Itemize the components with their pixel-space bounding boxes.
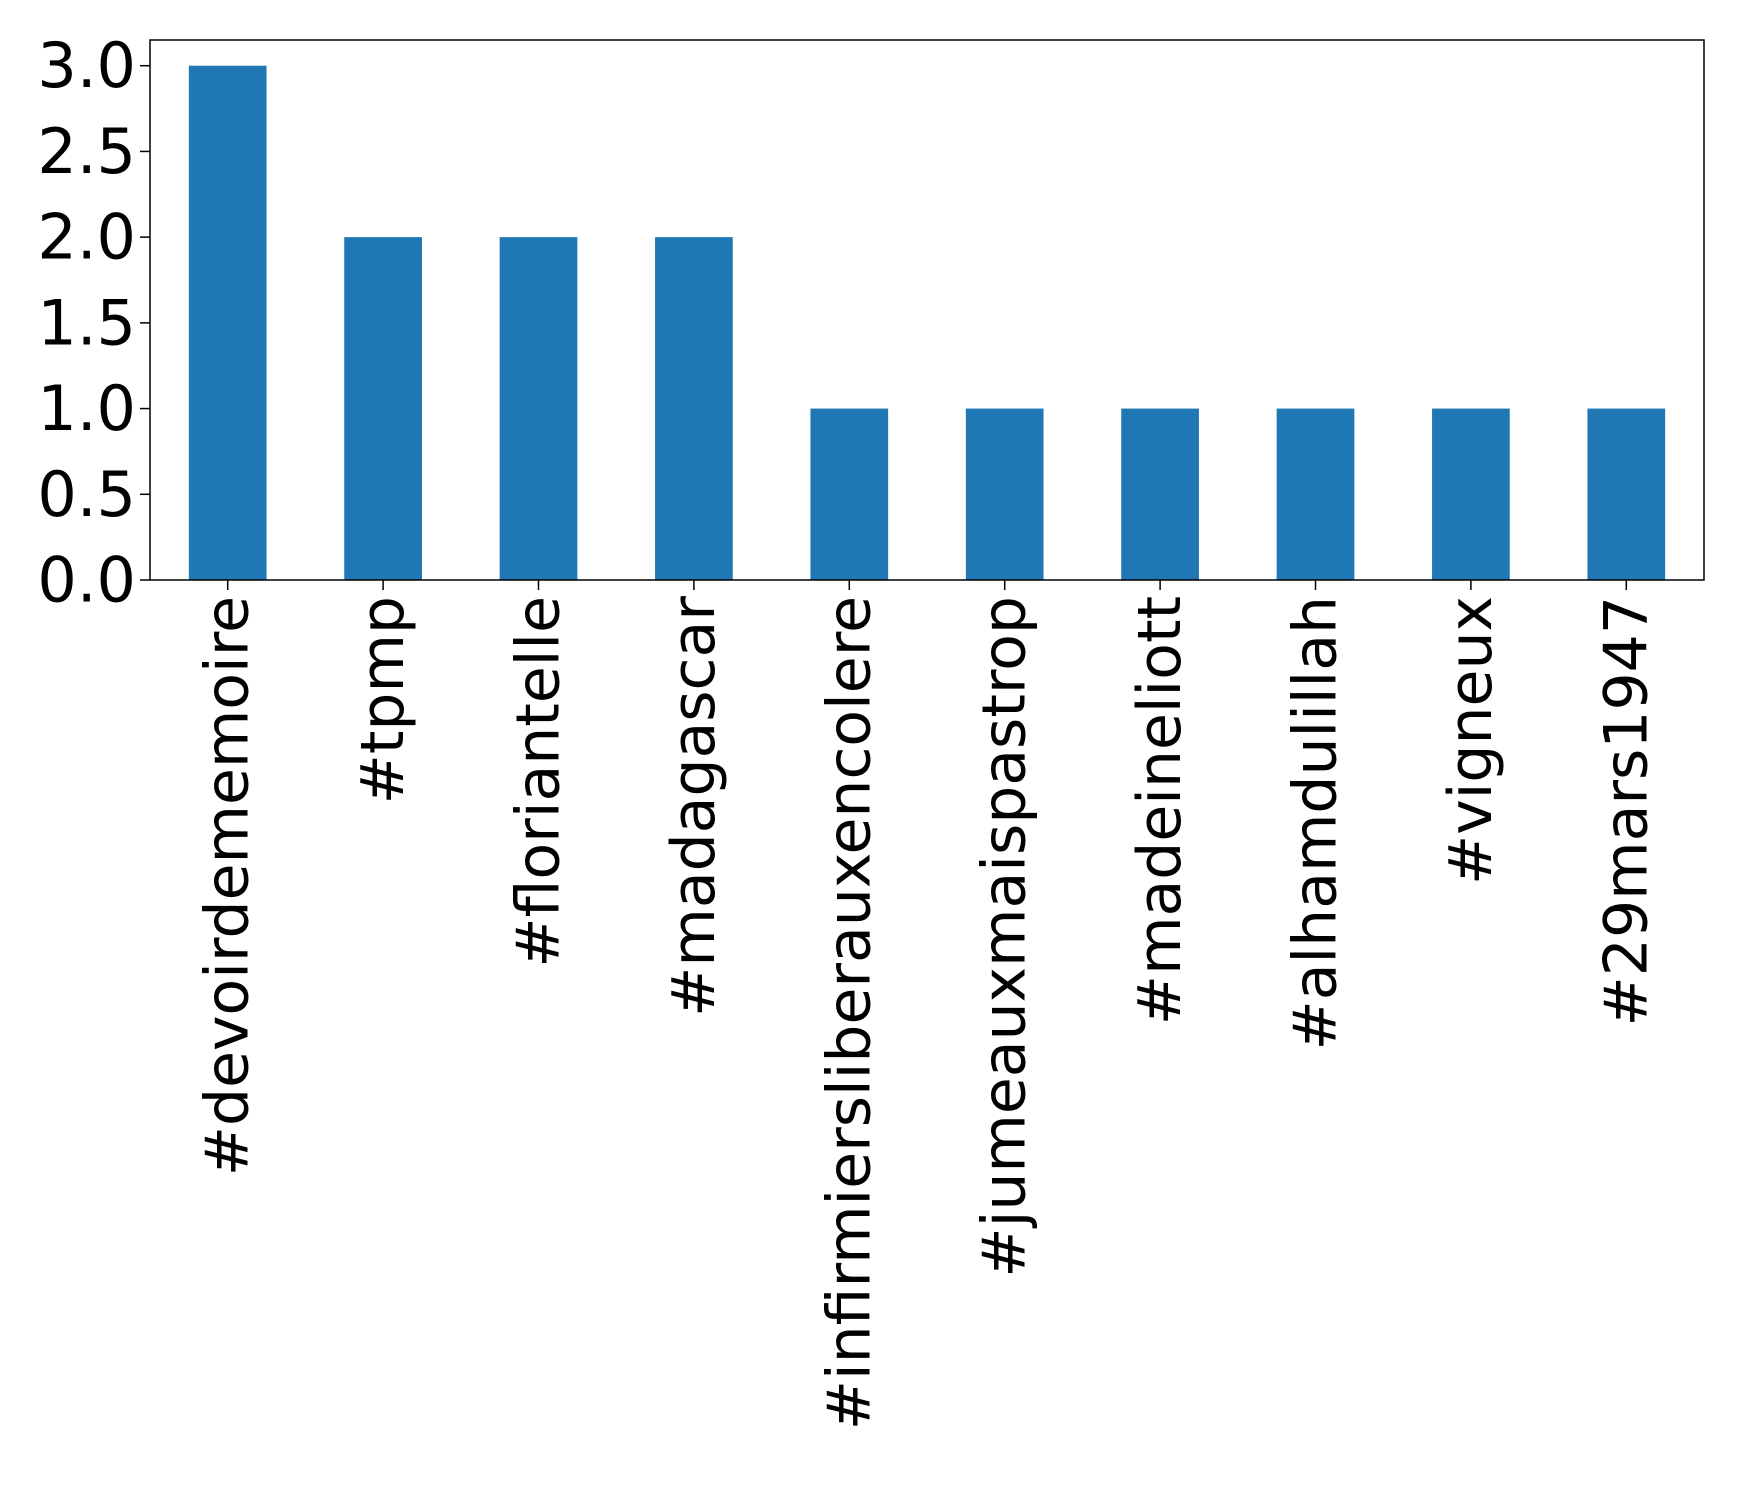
y-tick-label: 2.0 bbox=[37, 201, 136, 274]
x-tick-label: #devoirdememoire bbox=[193, 596, 263, 1176]
y-tick-label: 1.5 bbox=[37, 286, 136, 359]
x-tick-label: #vigneux bbox=[1436, 596, 1506, 885]
bar-29mars1947 bbox=[1587, 408, 1666, 580]
bar-infirmiersliberauxencolere bbox=[810, 408, 889, 580]
bar-devoirdememoire bbox=[188, 65, 267, 580]
plot-frame bbox=[149, 39, 1705, 581]
bar-madeineliott bbox=[1121, 408, 1199, 580]
bar-floriantelle bbox=[499, 237, 578, 580]
x-axis: #devoirdememoire #tpmp #floriantelle #madag… bbox=[193, 580, 1661, 1430]
bars-group bbox=[188, 65, 1666, 580]
y-tick-label: 0.0 bbox=[37, 544, 136, 617]
y-tick-label: 1.0 bbox=[37, 372, 136, 445]
x-tick-label: #infirmiersliberauxencolere bbox=[814, 596, 884, 1430]
bar-alhamdulillah bbox=[1276, 408, 1355, 580]
bar-tpmp bbox=[344, 237, 422, 580]
x-tick-label: #tpmp bbox=[348, 596, 418, 804]
bar-vigneux bbox=[1432, 408, 1510, 580]
x-tick-label: #madeineliott bbox=[1125, 596, 1195, 1025]
x-tick-label: #jumeauxmaispastrop bbox=[970, 596, 1040, 1278]
bar-madagascar bbox=[655, 237, 733, 580]
x-tick-label: #madagascar bbox=[659, 596, 729, 1017]
y-tick-label: 3.0 bbox=[37, 29, 136, 102]
y-tick-label: 2.5 bbox=[37, 115, 136, 188]
bar-jumeauxmaispastrop bbox=[965, 408, 1044, 580]
y-axis: 0.0 0.5 1.0 1.5 2.0 2.5 3.0 bbox=[37, 29, 150, 617]
x-tick-label: #alhamdulillah bbox=[1281, 596, 1351, 1051]
y-tick-label: 0.5 bbox=[37, 458, 136, 531]
x-tick-label: #29mars1947 bbox=[1591, 596, 1661, 1026]
x-tick-label: #floriantelle bbox=[504, 596, 574, 968]
